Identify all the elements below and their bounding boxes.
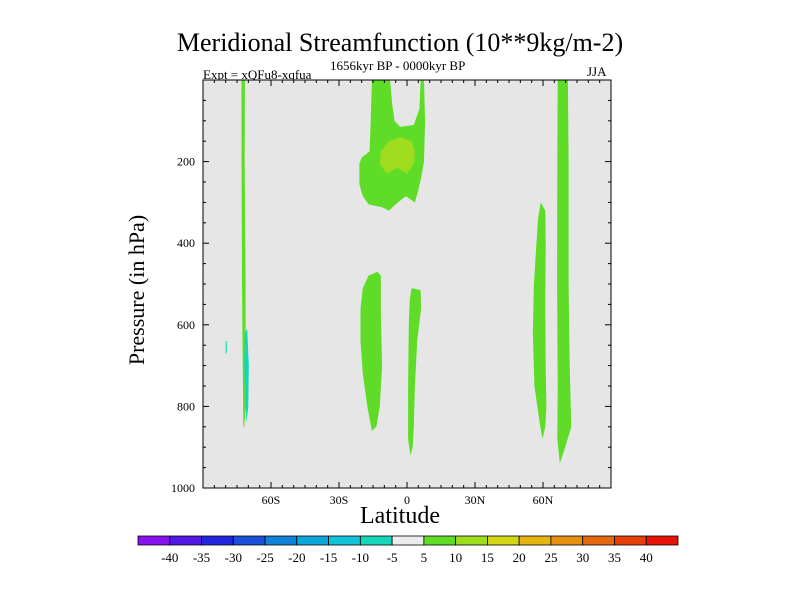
x-tick-label: 30S	[330, 493, 349, 507]
colorbar-box	[201, 535, 234, 546]
colorbar-box	[391, 535, 425, 546]
contour-region-2	[244, 328, 249, 423]
colorbar-box	[455, 535, 488, 546]
x-tick-label: 0	[404, 493, 410, 507]
colorbar-label: -5	[387, 550, 398, 565]
colorbar-label: -10	[352, 550, 369, 565]
colorbar-label: 40	[640, 550, 653, 565]
colorbar-box	[518, 535, 552, 546]
contour-region-1	[241, 80, 246, 427]
colorbar-label: -30	[225, 550, 242, 565]
colorbar-label: 30	[576, 550, 589, 565]
colorbar-label: 25	[544, 550, 557, 565]
experiment-label: Expt = xQFu8-xqfua	[203, 67, 312, 82]
chart-title: Meridional Streamfunction (10**9kg/m-2)	[176, 28, 624, 57]
colorbar-label: -15	[320, 550, 337, 565]
colorbar-box	[645, 535, 679, 546]
y-tick-label: 1000	[171, 481, 195, 495]
contour-region-5	[379, 137, 415, 174]
colorbar-label: -25	[256, 550, 273, 565]
colorbar-box	[264, 535, 298, 546]
time-range-label: 1656kyr BP - 0000kyr BP	[330, 58, 466, 73]
colorbar-label: 10	[449, 550, 462, 565]
colorbar-box	[359, 535, 393, 546]
contour-region-9	[557, 80, 572, 464]
colorbar-label: -20	[288, 550, 305, 565]
x-tick-label: 30N	[465, 493, 486, 507]
contour-region-8	[532, 202, 547, 439]
colorbar-box	[232, 535, 266, 546]
y-tick-label: 600	[177, 318, 195, 332]
colorbar-label: 20	[513, 550, 526, 565]
colorbar-label: -40	[161, 550, 178, 565]
y-tick-label: 200	[177, 155, 195, 169]
colorbar-box	[137, 535, 171, 546]
colorbar-box	[582, 535, 615, 546]
colorbar-box	[328, 535, 361, 546]
colorbar-box	[550, 535, 584, 546]
contour-region-7	[408, 288, 422, 456]
colorbar-box	[487, 535, 520, 546]
colorbar-label: 15	[481, 550, 494, 565]
x-axis-label: Latitude	[360, 503, 440, 529]
colorbar-box	[296, 535, 329, 546]
contour-region-3	[225, 341, 227, 354]
colorbar-label: 35	[608, 550, 621, 565]
y-tick-label: 800	[177, 399, 195, 413]
colorbar-label: 5	[421, 550, 428, 565]
contour-region-6	[360, 271, 383, 431]
colorbar-box	[423, 535, 457, 546]
colorbar-label: -35	[193, 550, 210, 565]
colorbar-box	[614, 535, 647, 546]
x-tick-label: 60S	[262, 493, 281, 507]
season-label: JJA	[587, 64, 607, 79]
colorbar-box	[169, 535, 202, 546]
x-tick-label: 60N	[533, 493, 554, 507]
y-tick-label: 400	[177, 236, 195, 250]
